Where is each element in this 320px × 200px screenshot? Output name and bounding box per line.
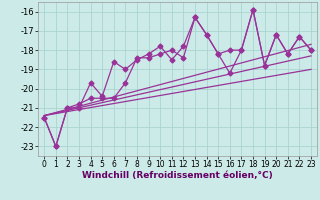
X-axis label: Windchill (Refroidissement éolien,°C): Windchill (Refroidissement éolien,°C) (82, 171, 273, 180)
